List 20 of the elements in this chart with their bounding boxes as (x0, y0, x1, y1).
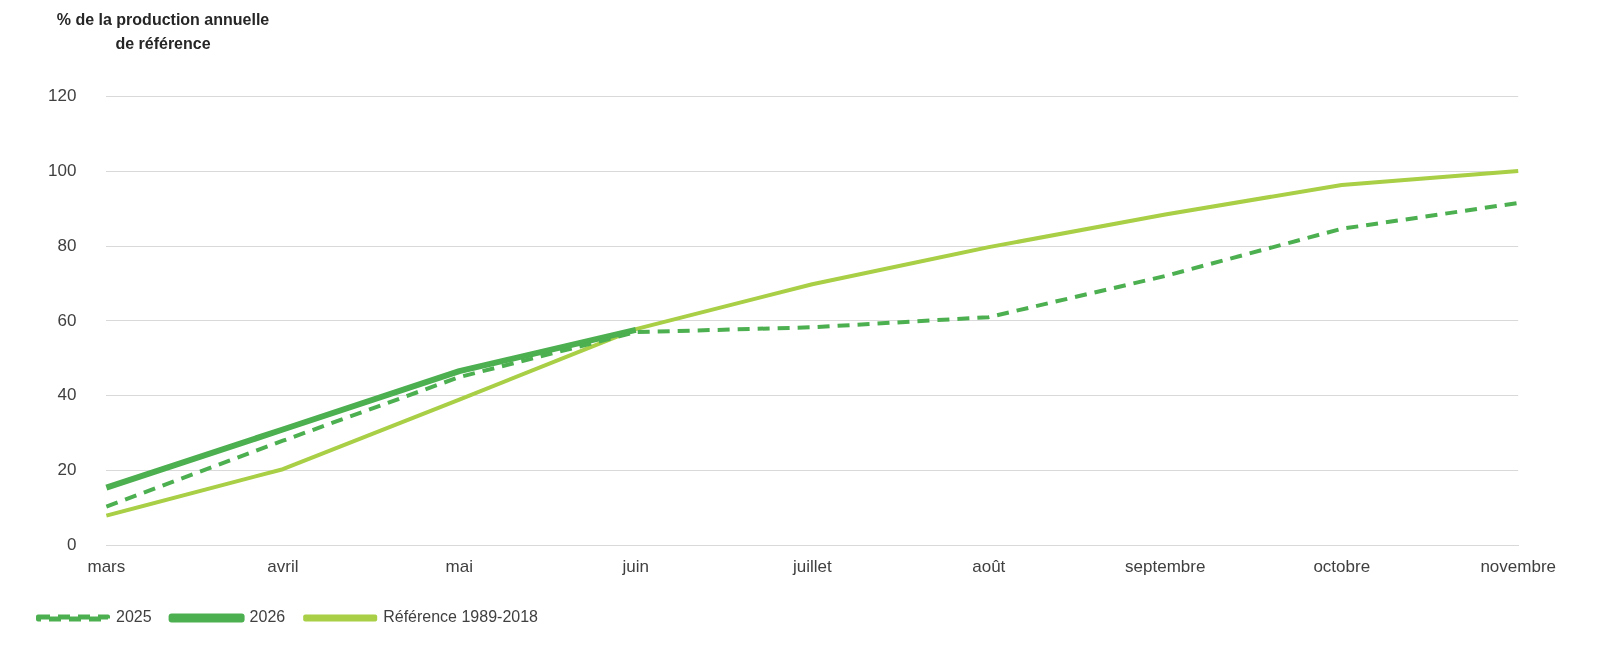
x-tick-label: juillet (791, 557, 832, 577)
legend-label: Référence 1989-2018 (383, 608, 539, 626)
y-tick-label: 20 (57, 460, 77, 480)
x-tick-label: mai (445, 557, 474, 577)
x-tick-label: août (972, 557, 1006, 577)
x-tick-label: avril (267, 557, 299, 577)
y-tick-label: 40 (57, 385, 77, 405)
y-axis-title: % de la production annuelle de référence (55, 10, 271, 54)
y-tick-label: 100 (47, 160, 77, 180)
legend-label: 2026 (249, 608, 286, 626)
x-tick-label: septembre (1125, 557, 1206, 577)
y-tick-label: 60 (57, 310, 77, 330)
x-tick-label: novembre (1480, 557, 1557, 577)
y-tick-label: 0 (66, 535, 77, 555)
y-tick-label: 80 (57, 235, 77, 255)
x-tick-label: juin (621, 557, 650, 577)
x-tick-label: mars (87, 557, 126, 577)
legend-label: 2025 (116, 608, 152, 626)
x-tick-label: octobre (1313, 557, 1371, 577)
y-tick-label: 120 (47, 85, 77, 105)
